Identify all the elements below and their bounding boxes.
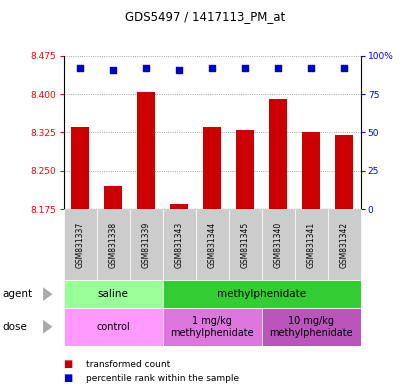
Bar	[261, 308, 360, 346]
Bar	[104, 186, 122, 209]
Bar	[137, 91, 155, 209]
Bar	[268, 99, 287, 209]
Text: GSM831339: GSM831339	[141, 222, 150, 268]
Text: 1 mg/kg
methylphenidate: 1 mg/kg methylphenidate	[170, 316, 253, 338]
Text: control: control	[96, 322, 130, 332]
Bar	[162, 209, 195, 280]
Text: 10 mg/kg
methylphenidate: 10 mg/kg methylphenidate	[269, 316, 352, 338]
Text: methylphenidate: methylphenidate	[217, 289, 306, 299]
Point	[110, 66, 116, 73]
Text: dose: dose	[2, 322, 27, 332]
Bar	[294, 209, 327, 280]
Bar	[261, 209, 294, 280]
Point	[340, 65, 347, 71]
Bar	[97, 209, 129, 280]
Text: GSM831345: GSM831345	[240, 222, 249, 268]
Point	[241, 65, 248, 71]
Text: ■: ■	[63, 359, 73, 369]
Bar	[335, 135, 353, 209]
Text: ■: ■	[63, 373, 73, 383]
Text: GSM831338: GSM831338	[108, 222, 117, 268]
Bar	[236, 130, 254, 209]
Bar	[63, 308, 162, 346]
Bar	[129, 209, 162, 280]
Bar	[202, 127, 221, 209]
Text: percentile rank within the sample: percentile rank within the sample	[86, 374, 238, 383]
Bar	[327, 209, 360, 280]
Point	[307, 65, 314, 71]
Text: GSM831343: GSM831343	[174, 222, 183, 268]
Bar	[63, 280, 162, 308]
Text: saline: saline	[97, 289, 128, 299]
Bar	[301, 132, 319, 209]
Text: GSM831341: GSM831341	[306, 222, 315, 268]
Point	[142, 65, 149, 71]
Point	[175, 66, 182, 73]
Point	[274, 65, 281, 71]
Text: GSM831342: GSM831342	[339, 222, 348, 268]
Text: agent: agent	[2, 289, 32, 299]
Text: GSM831337: GSM831337	[75, 222, 84, 268]
Text: GDS5497 / 1417113_PM_at: GDS5497 / 1417113_PM_at	[125, 10, 284, 23]
Bar	[228, 209, 261, 280]
Text: GSM831340: GSM831340	[273, 222, 282, 268]
Bar	[170, 204, 188, 209]
Point	[76, 65, 83, 71]
Bar	[162, 308, 261, 346]
Bar	[71, 127, 89, 209]
Text: GSM831344: GSM831344	[207, 222, 216, 268]
Bar	[195, 209, 228, 280]
Bar	[63, 209, 97, 280]
Bar	[162, 280, 360, 308]
Point	[208, 65, 215, 71]
Text: transformed count: transformed count	[86, 359, 170, 369]
